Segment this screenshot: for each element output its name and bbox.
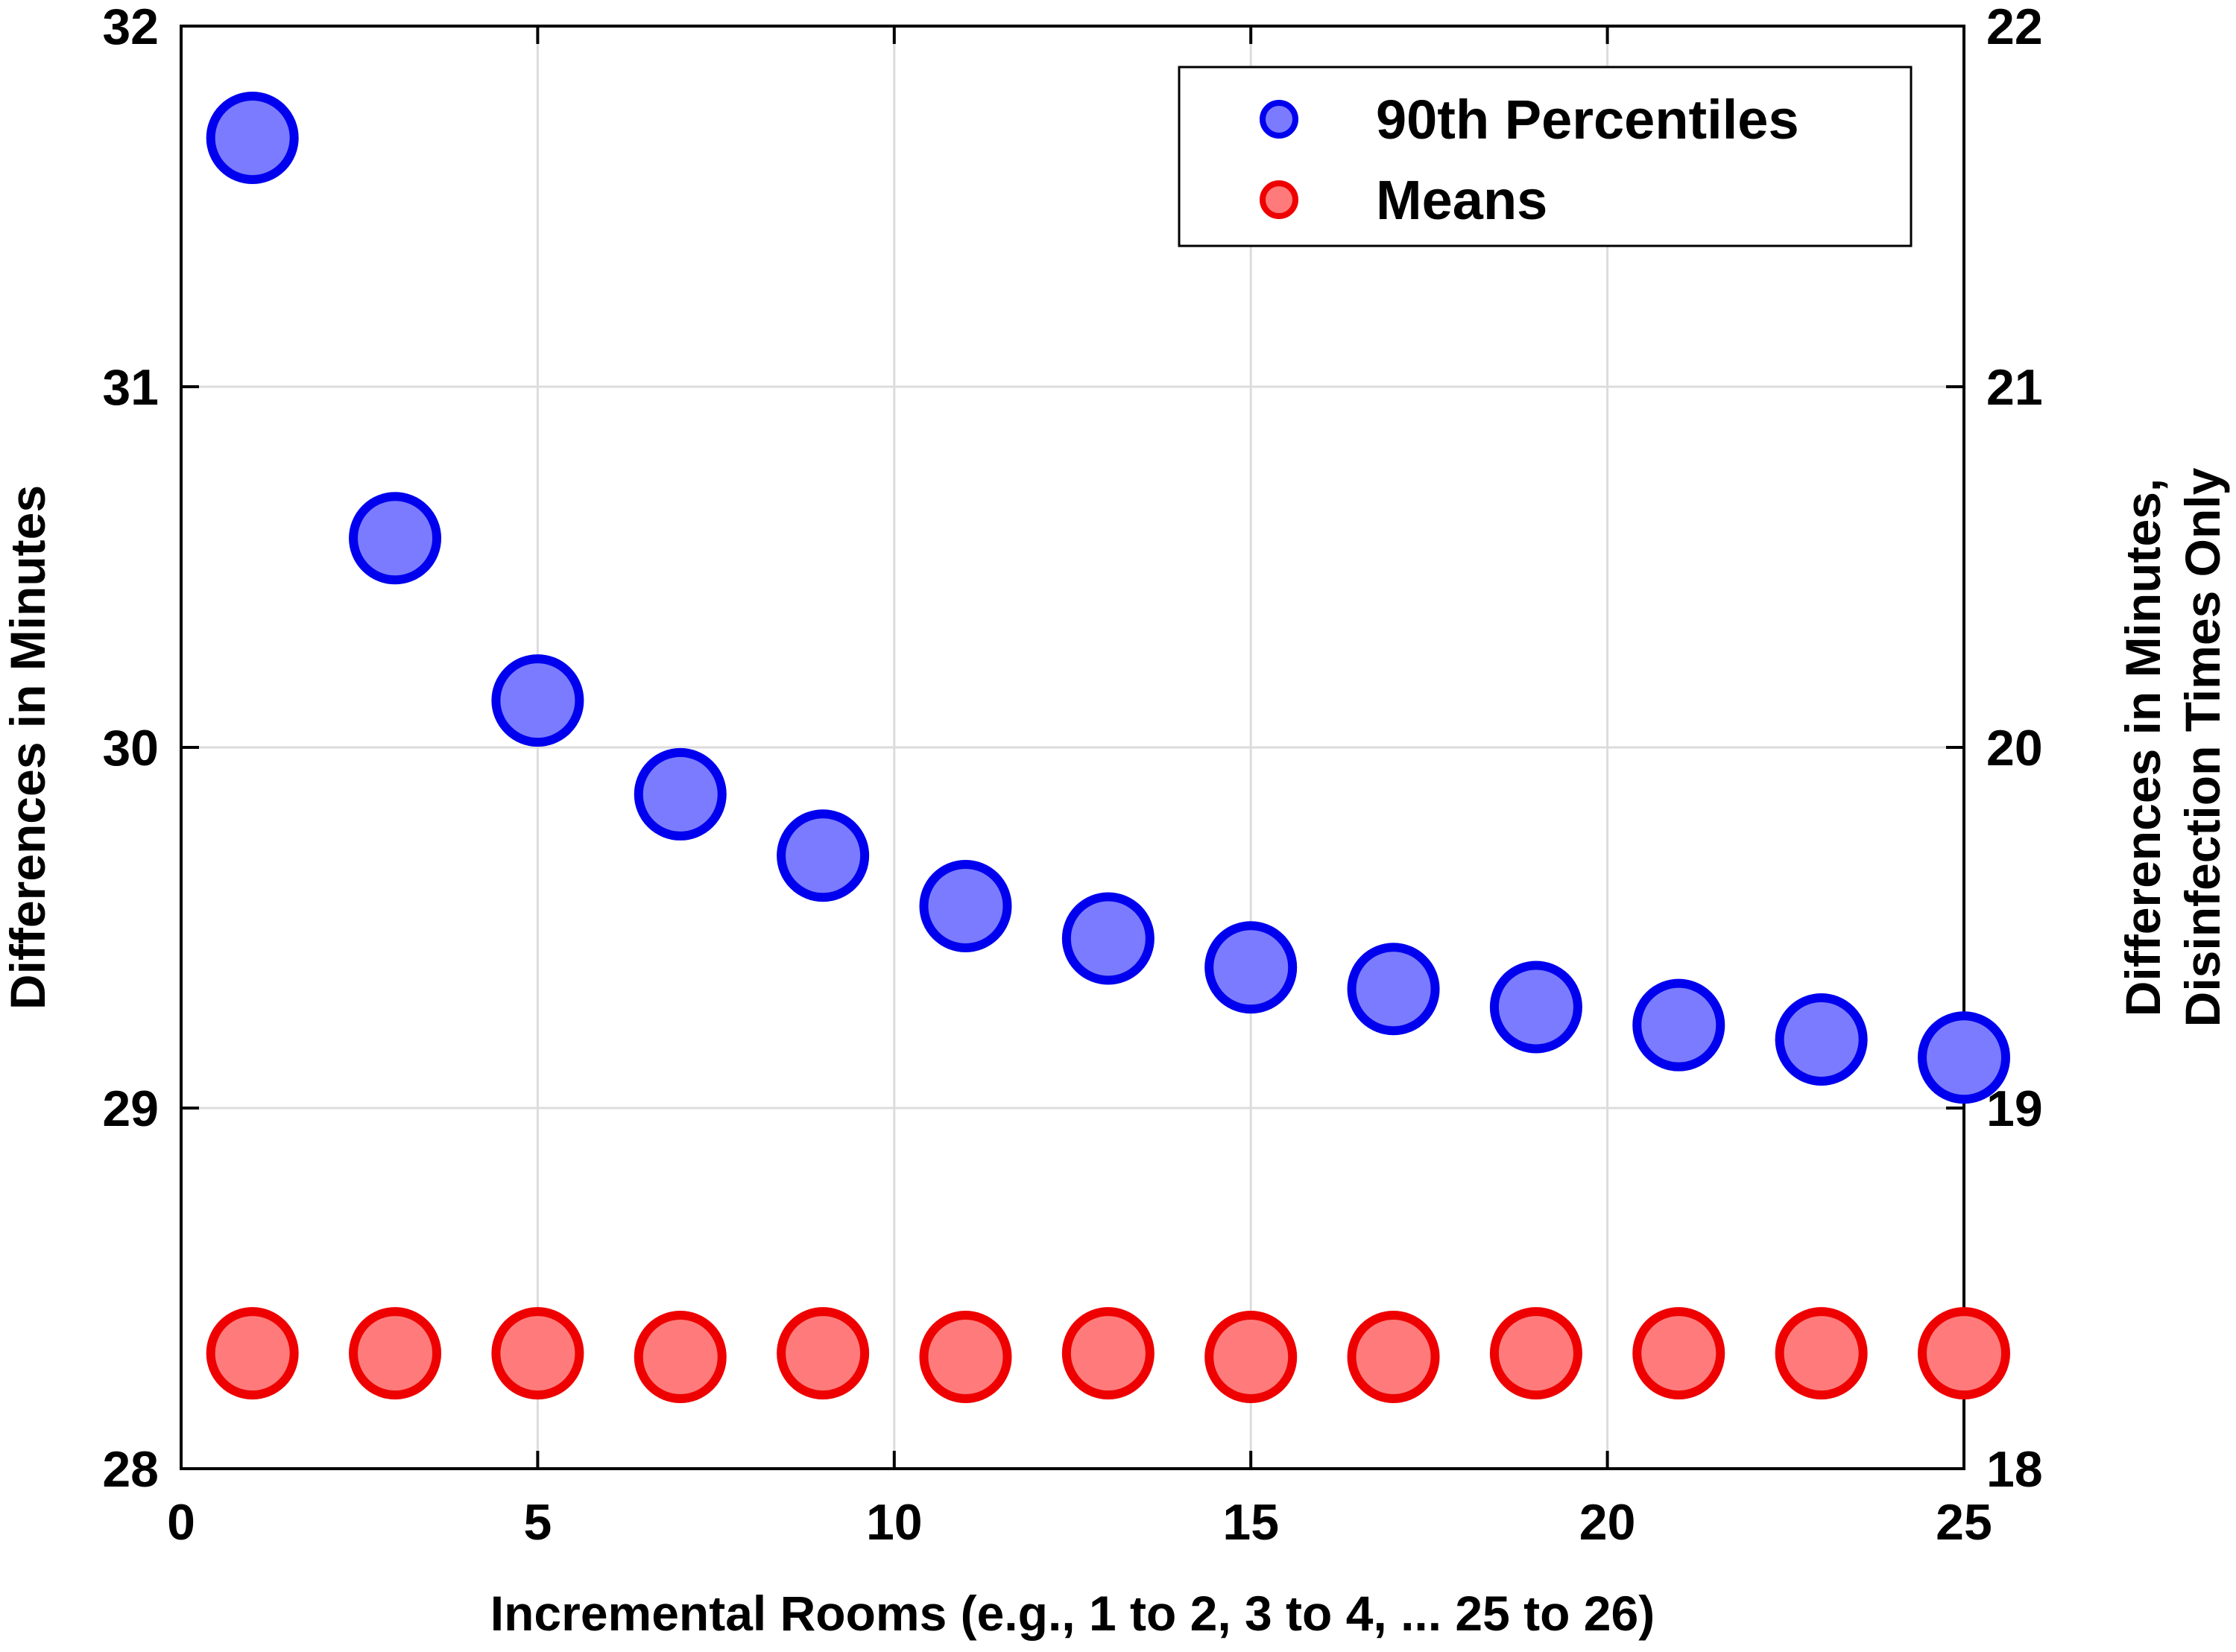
marker-means [1061, 1307, 1155, 1400]
marker-means [1204, 1310, 1298, 1403]
marker-90th-percentiles [1204, 921, 1298, 1014]
x-tick-label: 25 [1936, 1494, 1992, 1551]
y-tick-label: 30 [102, 720, 159, 776]
legend-marker-90th-percentiles [1260, 100, 1298, 139]
marker-90th-percentiles [491, 654, 584, 747]
x-tick-label: 15 [1222, 1494, 1279, 1551]
marker-means [634, 1310, 727, 1403]
x-tick-label: 20 [1579, 1494, 1636, 1551]
y2-tick-label: 18 [1986, 1441, 2043, 1498]
marker-means [1347, 1310, 1440, 1403]
y-tick-label: 28 [102, 1441, 159, 1498]
legend: 90th Percentiles Means [1178, 66, 1913, 247]
marker-means [1632, 1307, 1725, 1400]
marker-90th-percentiles [1347, 943, 1440, 1036]
y-tick-label: 29 [102, 1080, 159, 1137]
marker-means [1489, 1307, 1582, 1400]
marker-means [491, 1307, 584, 1400]
marker-90th-percentiles [919, 859, 1012, 952]
legend-marker-means [1260, 180, 1298, 219]
marker-means [777, 1307, 870, 1400]
y2-tick-label: 22 [1986, 0, 2043, 55]
legend-label-90th-percentiles: 90th Percentiles [1376, 89, 1799, 151]
marker-90th-percentiles [1489, 960, 1582, 1054]
y2-tick-label: 21 [1986, 359, 2043, 416]
y-axis-title: Differences in Minutes [0, 485, 55, 1010]
y2-axis-title-line2: Disinfection Times Only [2175, 467, 2230, 1027]
marker-90th-percentiles [1632, 978, 1725, 1072]
x-tick-label: 5 [523, 1494, 552, 1551]
marker-90th-percentiles [1061, 892, 1155, 985]
marker-90th-percentiles [777, 809, 870, 902]
y2-tick-label: 19 [1986, 1080, 2043, 1137]
plot-frame [180, 25, 1965, 1470]
y2-tick-label: 20 [1986, 720, 2043, 776]
tick-labels: 0 5 10 15 20 25 28 29 30 31 32 18 19 20 21 22 [102, 0, 2042, 1551]
y2-axis-title-line1: Differences in Minutes, [2115, 478, 2170, 1017]
legend-label-means: Means [1376, 169, 1547, 231]
x-axis-title: Incremental Rooms (e.g., 1 to 2, 3 to 4,… [490, 1586, 1655, 1641]
marker-means [1775, 1307, 1868, 1400]
x-tick-label: 0 [167, 1494, 195, 1551]
marker-means [206, 1307, 299, 1400]
marker-90th-percentiles [1918, 1011, 2010, 1104]
y-tick-label: 31 [102, 359, 159, 416]
marker-90th-percentiles [206, 92, 299, 185]
legend-box [1178, 66, 1913, 247]
marker-90th-percentiles [634, 747, 727, 841]
y-tick-label: 32 [102, 0, 159, 55]
marker-90th-percentiles [349, 492, 442, 585]
grid-lines [181, 26, 1964, 1469]
marker-means [1918, 1307, 2010, 1400]
marker-means [349, 1307, 442, 1400]
data-markers [206, 92, 2010, 1403]
x-tick-label: 10 [866, 1494, 923, 1551]
marker-means [919, 1310, 1012, 1403]
marker-90th-percentiles [1775, 993, 1868, 1086]
